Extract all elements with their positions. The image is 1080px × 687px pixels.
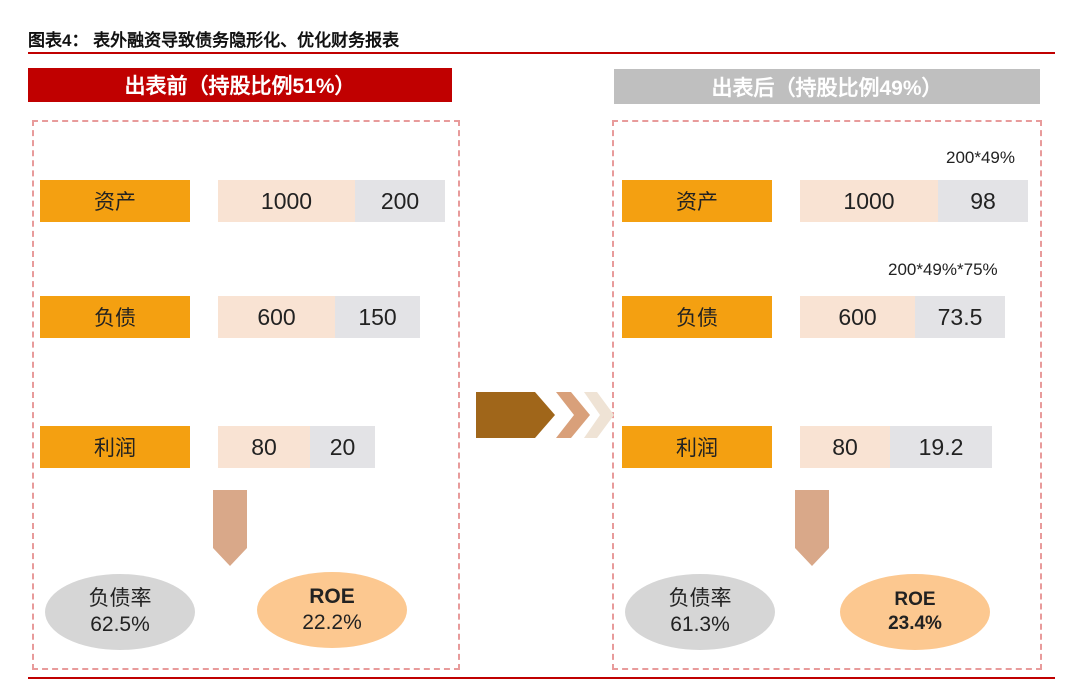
chevron — [556, 392, 590, 438]
value-b: 73.5 — [915, 296, 1005, 338]
after-header: 出表后（持股比例49%） — [614, 69, 1040, 104]
value-b: 98 — [938, 180, 1028, 222]
value-b: 19.2 — [890, 426, 992, 468]
value-a: 80 — [800, 426, 890, 468]
value-a: 600 — [218, 296, 335, 338]
down-arrow — [213, 490, 247, 566]
before-header: 出表前（持股比例51%） — [28, 68, 452, 102]
row-label: 利润 — [40, 426, 190, 468]
roe-label: ROE — [309, 584, 355, 608]
row-label: 负债 — [622, 296, 772, 338]
bottom-rule — [28, 677, 1055, 679]
value-a: 1000 — [218, 180, 355, 222]
debt-ratio: 负债率 62.5% — [45, 574, 195, 650]
after-panel — [612, 120, 1042, 670]
roe: ROE 22.2% — [257, 572, 407, 648]
roe-value: 22.2% — [302, 611, 362, 634]
note: 200*49% — [946, 148, 1016, 167]
chevron — [584, 392, 614, 438]
roe: ROE 23.4% — [840, 574, 990, 650]
ratio-label: 负债率 — [668, 586, 732, 610]
value-a: 600 — [800, 296, 915, 338]
value-a: 1000 — [800, 180, 938, 222]
ratio-value: 61.3% — [670, 613, 730, 636]
row-label: 资产 — [622, 180, 772, 222]
roe-value: 23.4% — [888, 613, 942, 634]
row-label: 负债 — [40, 296, 190, 338]
ratio-label: 负债率 — [88, 586, 152, 610]
before-panel — [32, 120, 460, 670]
value-b: 150 — [335, 296, 420, 338]
row-label: 利润 — [622, 426, 772, 468]
figure-title: 图表4： 表外融资导致债务隐形化、优化财务报表 — [28, 31, 400, 50]
debt-ratio: 负债率 61.3% — [625, 574, 775, 650]
value-b: 20 — [310, 426, 375, 468]
ratio-value: 62.5% — [90, 613, 150, 636]
value-b: 200 — [355, 180, 445, 222]
down-arrow — [795, 490, 829, 566]
right-arrow — [476, 392, 555, 438]
title-rule — [28, 52, 1055, 54]
roe-label: ROE — [894, 589, 936, 611]
row-label: 资产 — [40, 180, 190, 222]
value-a: 80 — [218, 426, 310, 468]
note: 200*49%*75% — [888, 260, 998, 279]
